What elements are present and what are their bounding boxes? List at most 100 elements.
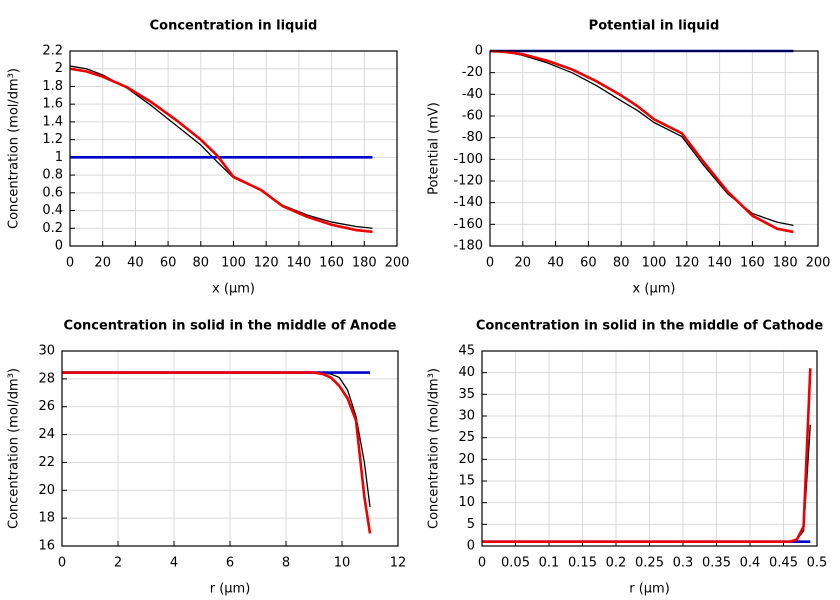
y-tick-label: 45 [458, 344, 475, 359]
y-tick-label: 16 [38, 539, 55, 554]
y-tick-label: -140 [453, 195, 483, 210]
y-axis-label: Concentration (mol/dm³) [427, 368, 442, 529]
x-tick-label: 20 [94, 256, 111, 271]
x-tick-label: 0.2 [606, 556, 627, 571]
x-tick-label: 0.5 [807, 556, 828, 571]
y-tick-label: 26 [38, 399, 55, 414]
x-tick-label: 40 [127, 256, 144, 271]
y-tick-label: 30 [458, 409, 475, 424]
y-tick-label: 10 [458, 495, 475, 510]
x-tick-label: 4 [170, 556, 178, 571]
data-line [489, 49, 794, 234]
x-tick-label: 40 [547, 256, 564, 271]
y-tick-label: 0.8 [42, 168, 63, 183]
x-tick-label: 0 [58, 556, 66, 571]
x-tick-label: 0 [478, 556, 486, 571]
x-tick-label: 140 [286, 256, 311, 271]
plot-frame [69, 50, 398, 247]
x-tick-label: 200 [385, 256, 410, 271]
y-tick-label: -160 [453, 217, 483, 232]
y-tick-label: 15 [458, 474, 475, 489]
chart-title: Concentration in liquid [150, 19, 318, 34]
chart-title: Potential in liquid [589, 19, 720, 34]
y-tick-label: 0 [467, 539, 475, 554]
y-tick-label: 0.2 [42, 221, 63, 236]
y-tick-label: 1.8 [42, 79, 63, 94]
y-axis-label: Concentration (mol/dm³) [7, 68, 22, 229]
x-tick-label: 80 [193, 256, 210, 271]
y-tick-label: -60 [462, 109, 483, 124]
y-tick-label: 25 [458, 430, 475, 445]
data-line [62, 371, 372, 534]
data-line [69, 65, 373, 229]
y-tick-label: 0.6 [42, 185, 63, 200]
y-tick-label: 1.6 [42, 97, 63, 112]
y-tick-label: -80 [462, 130, 483, 145]
y-tick-label: 2.2 [42, 44, 63, 59]
y-tick-label: 18 [38, 511, 55, 526]
x-axis-label: x (µm) [633, 282, 676, 297]
x-tick-label: 6 [226, 556, 234, 571]
y-tick-label: 0.4 [42, 203, 63, 218]
y-tick-label: 35 [458, 387, 475, 402]
x-tick-label: 140 [707, 256, 732, 271]
x-tick-label: 8 [282, 556, 290, 571]
x-tick-label: 100 [642, 256, 667, 271]
data-line [69, 67, 373, 234]
y-tick-label: 0 [475, 44, 483, 59]
y-tick-label: 1.4 [42, 114, 63, 129]
y-tick-label: 20 [38, 483, 55, 498]
y-tick-label: 5 [467, 517, 475, 532]
chart-title: Concentration in solid in the middle of … [64, 319, 397, 334]
x-tick-label: 0.45 [769, 556, 798, 571]
x-tick-label: 0.25 [635, 556, 664, 571]
y-tick-label: 24 [38, 427, 55, 442]
x-tick-label: 0.4 [740, 556, 761, 571]
x-tick-label: 0.3 [673, 556, 694, 571]
y-axis-label: Potential (mV) [427, 102, 442, 195]
y-tick-label: -20 [462, 65, 483, 80]
x-tick-label: 12 [390, 556, 407, 571]
y-tick-label: -100 [453, 152, 483, 167]
y-tick-label: -180 [453, 239, 483, 254]
x-tick-label: 120 [254, 256, 279, 271]
x-tick-label: 180 [352, 256, 377, 271]
y-tick-label: 28 [38, 371, 55, 386]
y-tick-label: 30 [38, 344, 55, 359]
x-axis-label: r (µm) [210, 582, 251, 597]
plot-frame [481, 350, 818, 547]
data-line [489, 50, 794, 227]
y-tick-label: 22 [38, 455, 55, 470]
y-tick-label: 1.2 [42, 132, 63, 147]
y-axis-label: Concentration (mol/dm³) [7, 368, 22, 529]
x-tick-label: 100 [221, 256, 246, 271]
x-tick-label: 200 [806, 256, 831, 271]
x-tick-label: 0 [66, 256, 74, 271]
y-tick-label: 2 [55, 61, 63, 76]
x-tick-label: 2 [114, 556, 122, 571]
x-axis-label: r (µm) [629, 582, 670, 597]
x-axis-label: x (µm) [212, 282, 255, 297]
x-tick-label: 20 [515, 256, 532, 271]
x-tick-label: 120 [674, 256, 699, 271]
x-tick-label: 80 [613, 256, 630, 271]
chart-title: Concentration in solid in the middle of … [476, 319, 824, 334]
y-tick-label: 20 [458, 452, 475, 467]
data-line [482, 368, 812, 543]
y-tick-label: -40 [462, 87, 483, 102]
x-tick-label: 180 [773, 256, 798, 271]
x-tick-label: 60 [160, 256, 177, 271]
y-tick-label: 40 [458, 365, 475, 380]
x-tick-label: 60 [580, 256, 597, 271]
y-tick-label: 1 [55, 150, 63, 165]
x-tick-label: 0.05 [501, 556, 530, 571]
x-tick-label: 160 [319, 256, 344, 271]
y-tick-label: -120 [453, 174, 483, 189]
x-tick-label: 0.35 [702, 556, 731, 571]
x-tick-label: 10 [334, 556, 351, 571]
x-tick-label: 160 [740, 256, 765, 271]
data-line [62, 371, 371, 508]
x-tick-label: 0.1 [539, 556, 560, 571]
x-tick-label: 0 [486, 256, 494, 271]
